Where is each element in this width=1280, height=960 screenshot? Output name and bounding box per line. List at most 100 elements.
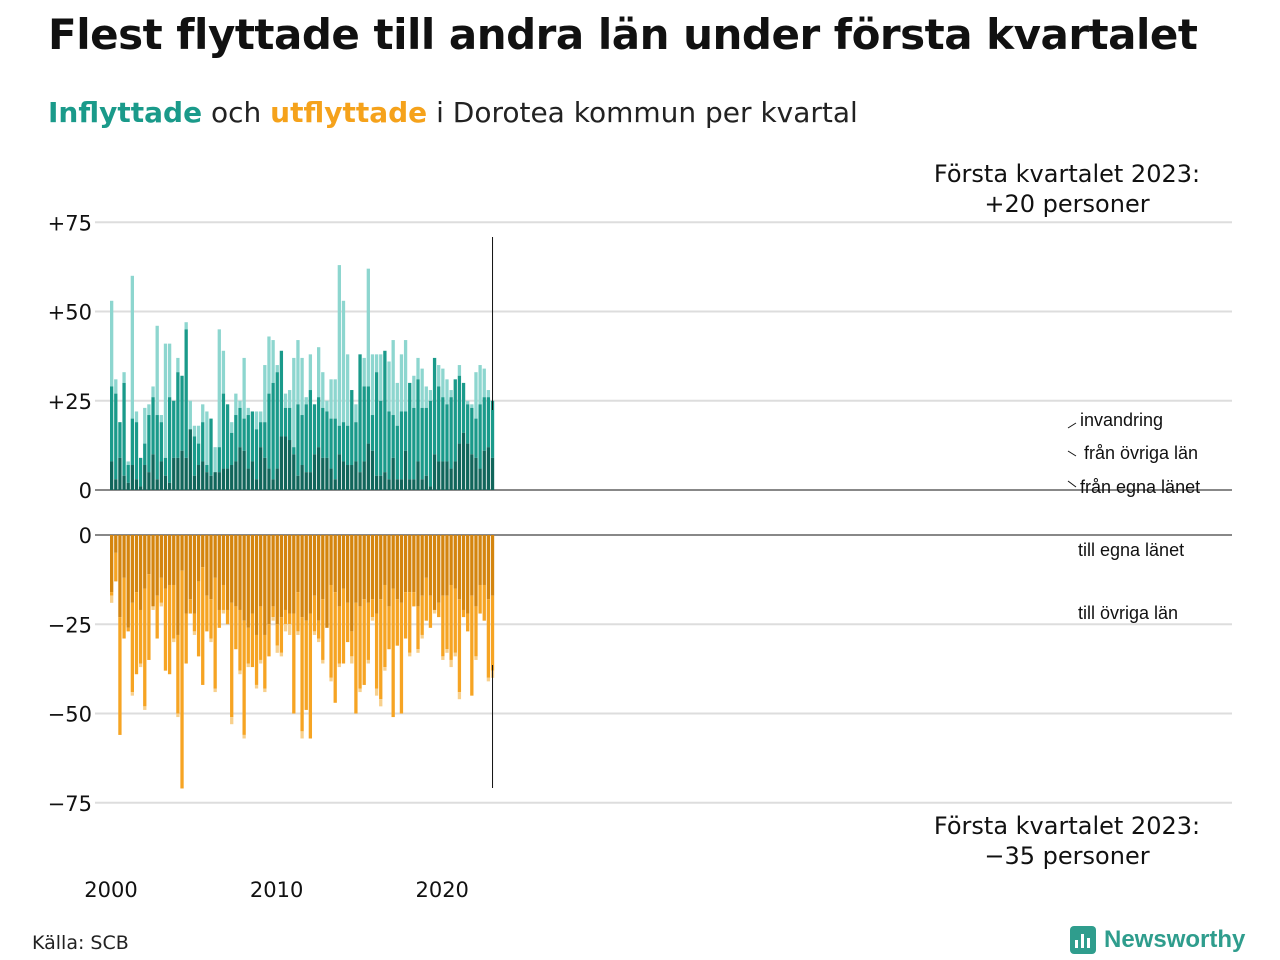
bar-in-own-county: [296, 475, 300, 490]
bar-in-other-counties: [134, 422, 139, 480]
bar-out-other-counties: [147, 574, 151, 660]
bar-out-own-county: [172, 535, 176, 585]
bar-in-own-county: [201, 461, 205, 490]
bar-out-own-county: [151, 535, 155, 607]
bar-in-immigration: [441, 368, 445, 398]
bar-in-immigration: [192, 425, 197, 437]
bar-out-emigration: [242, 734, 246, 739]
bar-out-emigration: [317, 638, 321, 643]
bar-in-other-counties: [399, 411, 404, 480]
subtitle-out-word: utflyttade: [270, 96, 428, 129]
bar-out-own-county: [122, 535, 126, 578]
bar-out-emigration: [110, 595, 114, 603]
bar-in-own-county: [441, 461, 445, 490]
bar-out-emigration: [366, 659, 370, 664]
bar-in-immigration: [428, 390, 433, 401]
bar-in-own-county: [370, 450, 375, 490]
bar-out-other-counties: [159, 577, 163, 603]
bar-out-other-counties: [441, 595, 445, 657]
bar-out-own-county: [242, 535, 246, 621]
bar-in-own-county: [122, 475, 126, 490]
bar-in-other-counties: [395, 425, 399, 480]
bar-in-immigration: [155, 325, 159, 416]
bar-in-immigration: [474, 372, 478, 419]
bar-in-own-county: [180, 450, 184, 490]
bar-out-emigration: [453, 652, 457, 657]
logo-icon: [1070, 926, 1096, 954]
bar-in-immigration: [296, 340, 300, 405]
y-tick-bottom: −50: [48, 703, 92, 727]
bar-out-emigration: [432, 609, 437, 614]
bar-in-other-counties: [428, 400, 433, 487]
bar-out-other-counties: [308, 613, 313, 739]
bar-out-other-counties: [230, 602, 234, 718]
bar-out-own-county: [296, 535, 300, 593]
bar-out-emigration: [176, 713, 180, 718]
bar-out-own-county: [478, 535, 482, 585]
bar-out-own-county: [147, 535, 151, 575]
bar-in-immigration: [159, 415, 163, 423]
bar-in-own-county: [134, 479, 139, 490]
bar-in-own-county: [205, 472, 209, 490]
bar-in-immigration: [308, 354, 313, 391]
bar-out-emigration: [486, 677, 491, 682]
bar-out-own-county: [308, 535, 313, 614]
bar-in-other-counties: [110, 386, 114, 462]
bar-out-other-counties: [478, 584, 482, 614]
bar-in-own-county: [259, 447, 263, 490]
bar-in-own-county: [184, 457, 188, 490]
bar-out-other-counties: [155, 595, 159, 639]
bar-out-other-counties: [292, 613, 296, 714]
bar-in-immigration: [267, 336, 271, 394]
legend-tick: [1067, 450, 1077, 457]
bar-out-own-county: [366, 535, 370, 603]
bar-in-immigration: [114, 379, 118, 394]
bar-out-emigration: [151, 606, 155, 610]
bar-in-immigration: [345, 354, 350, 426]
bar-in-own-county: [308, 472, 313, 490]
bar-in-own-county: [254, 479, 259, 490]
bar-out-other-counties: [416, 606, 420, 650]
bar-in-own-county: [420, 479, 424, 490]
bar-in-other-counties: [221, 393, 226, 469]
bar-out-other-counties: [283, 609, 288, 625]
bar-out-emigration: [379, 699, 383, 707]
bar-out-own-county: [420, 535, 424, 596]
bar-out-other-counties: [242, 620, 246, 735]
page-subtitle: Inflyttade och utflyttade i Dorotea komm…: [48, 96, 858, 129]
bar-out-other-counties: [221, 584, 226, 610]
bar-out-own-county: [441, 535, 445, 596]
bar-in-other-counties: [151, 397, 155, 455]
bar-out-own-county: [387, 535, 391, 607]
bar-out-emigration: [416, 649, 420, 653]
bar-in-other-counties: [263, 422, 267, 458]
bar-in-own-county: [317, 447, 321, 490]
bar-in-other-counties: [461, 382, 466, 433]
bar-in-other-counties: [482, 397, 486, 451]
bar-in-immigration: [292, 357, 296, 448]
bar-in-other-counties: [283, 407, 288, 437]
bar-out-other-counties: [379, 599, 383, 700]
bar-out-other-counties: [345, 602, 350, 643]
bar-out-own-county: [408, 535, 412, 593]
bar-out-other-counties: [254, 634, 259, 685]
bar-in-own-county: [118, 457, 122, 490]
bar-out-other-counties: [383, 584, 387, 668]
bar-out-emigration: [221, 609, 226, 614]
bar-out-other-counties: [350, 631, 354, 657]
bar-out-other-counties: [428, 595, 433, 628]
bar-in-immigration: [254, 411, 259, 430]
bar-in-own-county: [341, 461, 346, 490]
bar-out-own-county: [118, 535, 122, 618]
bar-in-other-counties: [308, 390, 313, 473]
bar-out-other-counties: [184, 613, 188, 664]
bar-out-own-county: [238, 535, 242, 610]
bar-in-immigration: [366, 268, 370, 387]
bar-out-emigration: [172, 638, 176, 643]
bar-in-immigration: [184, 322, 188, 330]
legend-label-immigration: invandring: [1080, 410, 1163, 430]
bar-in-own-county: [288, 440, 292, 490]
bar-in-own-county: [449, 468, 453, 490]
y-tick-top: +25: [48, 390, 92, 414]
bar-out-own-county: [354, 535, 358, 603]
